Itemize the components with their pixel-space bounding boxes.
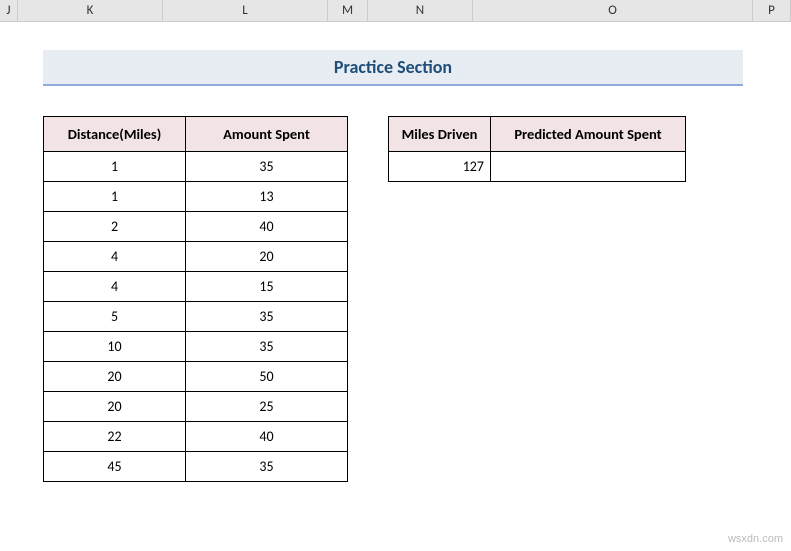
col-header-j[interactable]: J: [0, 0, 18, 21]
col-header-p[interactable]: P: [753, 0, 791, 21]
col-header-m[interactable]: M: [328, 0, 368, 21]
table-row: 4535: [44, 452, 348, 482]
cell[interactable]: 127: [389, 152, 491, 182]
cell[interactable]: 50: [186, 362, 348, 392]
cell[interactable]: 35: [186, 302, 348, 332]
cell[interactable]: 35: [186, 152, 348, 182]
table-row: 113: [44, 182, 348, 212]
table-row: 2025: [44, 392, 348, 422]
header-distance[interactable]: Distance(Miles): [44, 117, 186, 152]
table-row: 135: [44, 152, 348, 182]
worksheet-area[interactable]: Practice Section Distance(Miles) Amount …: [0, 22, 791, 482]
table-row: 2050: [44, 362, 348, 392]
cell[interactable]: 20: [186, 242, 348, 272]
table-row: 415: [44, 272, 348, 302]
table-header-row: Miles Driven Predicted Amount Spent: [389, 117, 686, 152]
page-title: Practice Section: [43, 50, 743, 86]
cell[interactable]: 20: [44, 392, 186, 422]
cell[interactable]: 35: [186, 452, 348, 482]
cell[interactable]: 22: [44, 422, 186, 452]
cell[interactable]: 20: [44, 362, 186, 392]
cell[interactable]: 35: [186, 332, 348, 362]
table-row: 420: [44, 242, 348, 272]
table-row: 1035: [44, 332, 348, 362]
watermark-text: wsxdn.com: [728, 533, 783, 545]
cell[interactable]: 4: [44, 272, 186, 302]
col-header-k[interactable]: K: [18, 0, 163, 21]
cell[interactable]: 45: [44, 452, 186, 482]
cell[interactable]: 1: [44, 152, 186, 182]
title-section: Practice Section: [43, 50, 743, 86]
cell[interactable]: 15: [186, 272, 348, 302]
col-header-n[interactable]: N: [368, 0, 473, 21]
col-header-o[interactable]: O: [473, 0, 753, 21]
prediction-table: Miles Driven Predicted Amount Spent 127: [388, 116, 686, 182]
col-header-l[interactable]: L: [163, 0, 328, 21]
column-headers-row: J K L M N O P: [0, 0, 791, 22]
table1-body: 13511324042041553510352050202522404535: [44, 152, 348, 482]
table-row: 535: [44, 302, 348, 332]
tables-container: Distance(Miles) Amount Spent 13511324042…: [43, 116, 791, 482]
header-amount-spent[interactable]: Amount Spent: [186, 117, 348, 152]
header-miles-driven[interactable]: Miles Driven: [389, 117, 491, 152]
table-row: 2240: [44, 422, 348, 452]
cell[interactable]: 1: [44, 182, 186, 212]
table-row: 127: [389, 152, 686, 182]
table-header-row: Distance(Miles) Amount Spent: [44, 117, 348, 152]
table2-body: 127: [389, 152, 686, 182]
cell[interactable]: 40: [186, 422, 348, 452]
cell[interactable]: 40: [186, 212, 348, 242]
cell[interactable]: 25: [186, 392, 348, 422]
cell[interactable]: 4: [44, 242, 186, 272]
cell[interactable]: 5: [44, 302, 186, 332]
table-row: 240: [44, 212, 348, 242]
cell[interactable]: 13: [186, 182, 348, 212]
cell[interactable]: [491, 152, 686, 182]
cell[interactable]: 2: [44, 212, 186, 242]
distance-amount-table: Distance(Miles) Amount Spent 13511324042…: [43, 116, 348, 482]
cell[interactable]: 10: [44, 332, 186, 362]
header-predicted-amount[interactable]: Predicted Amount Spent: [491, 117, 686, 152]
